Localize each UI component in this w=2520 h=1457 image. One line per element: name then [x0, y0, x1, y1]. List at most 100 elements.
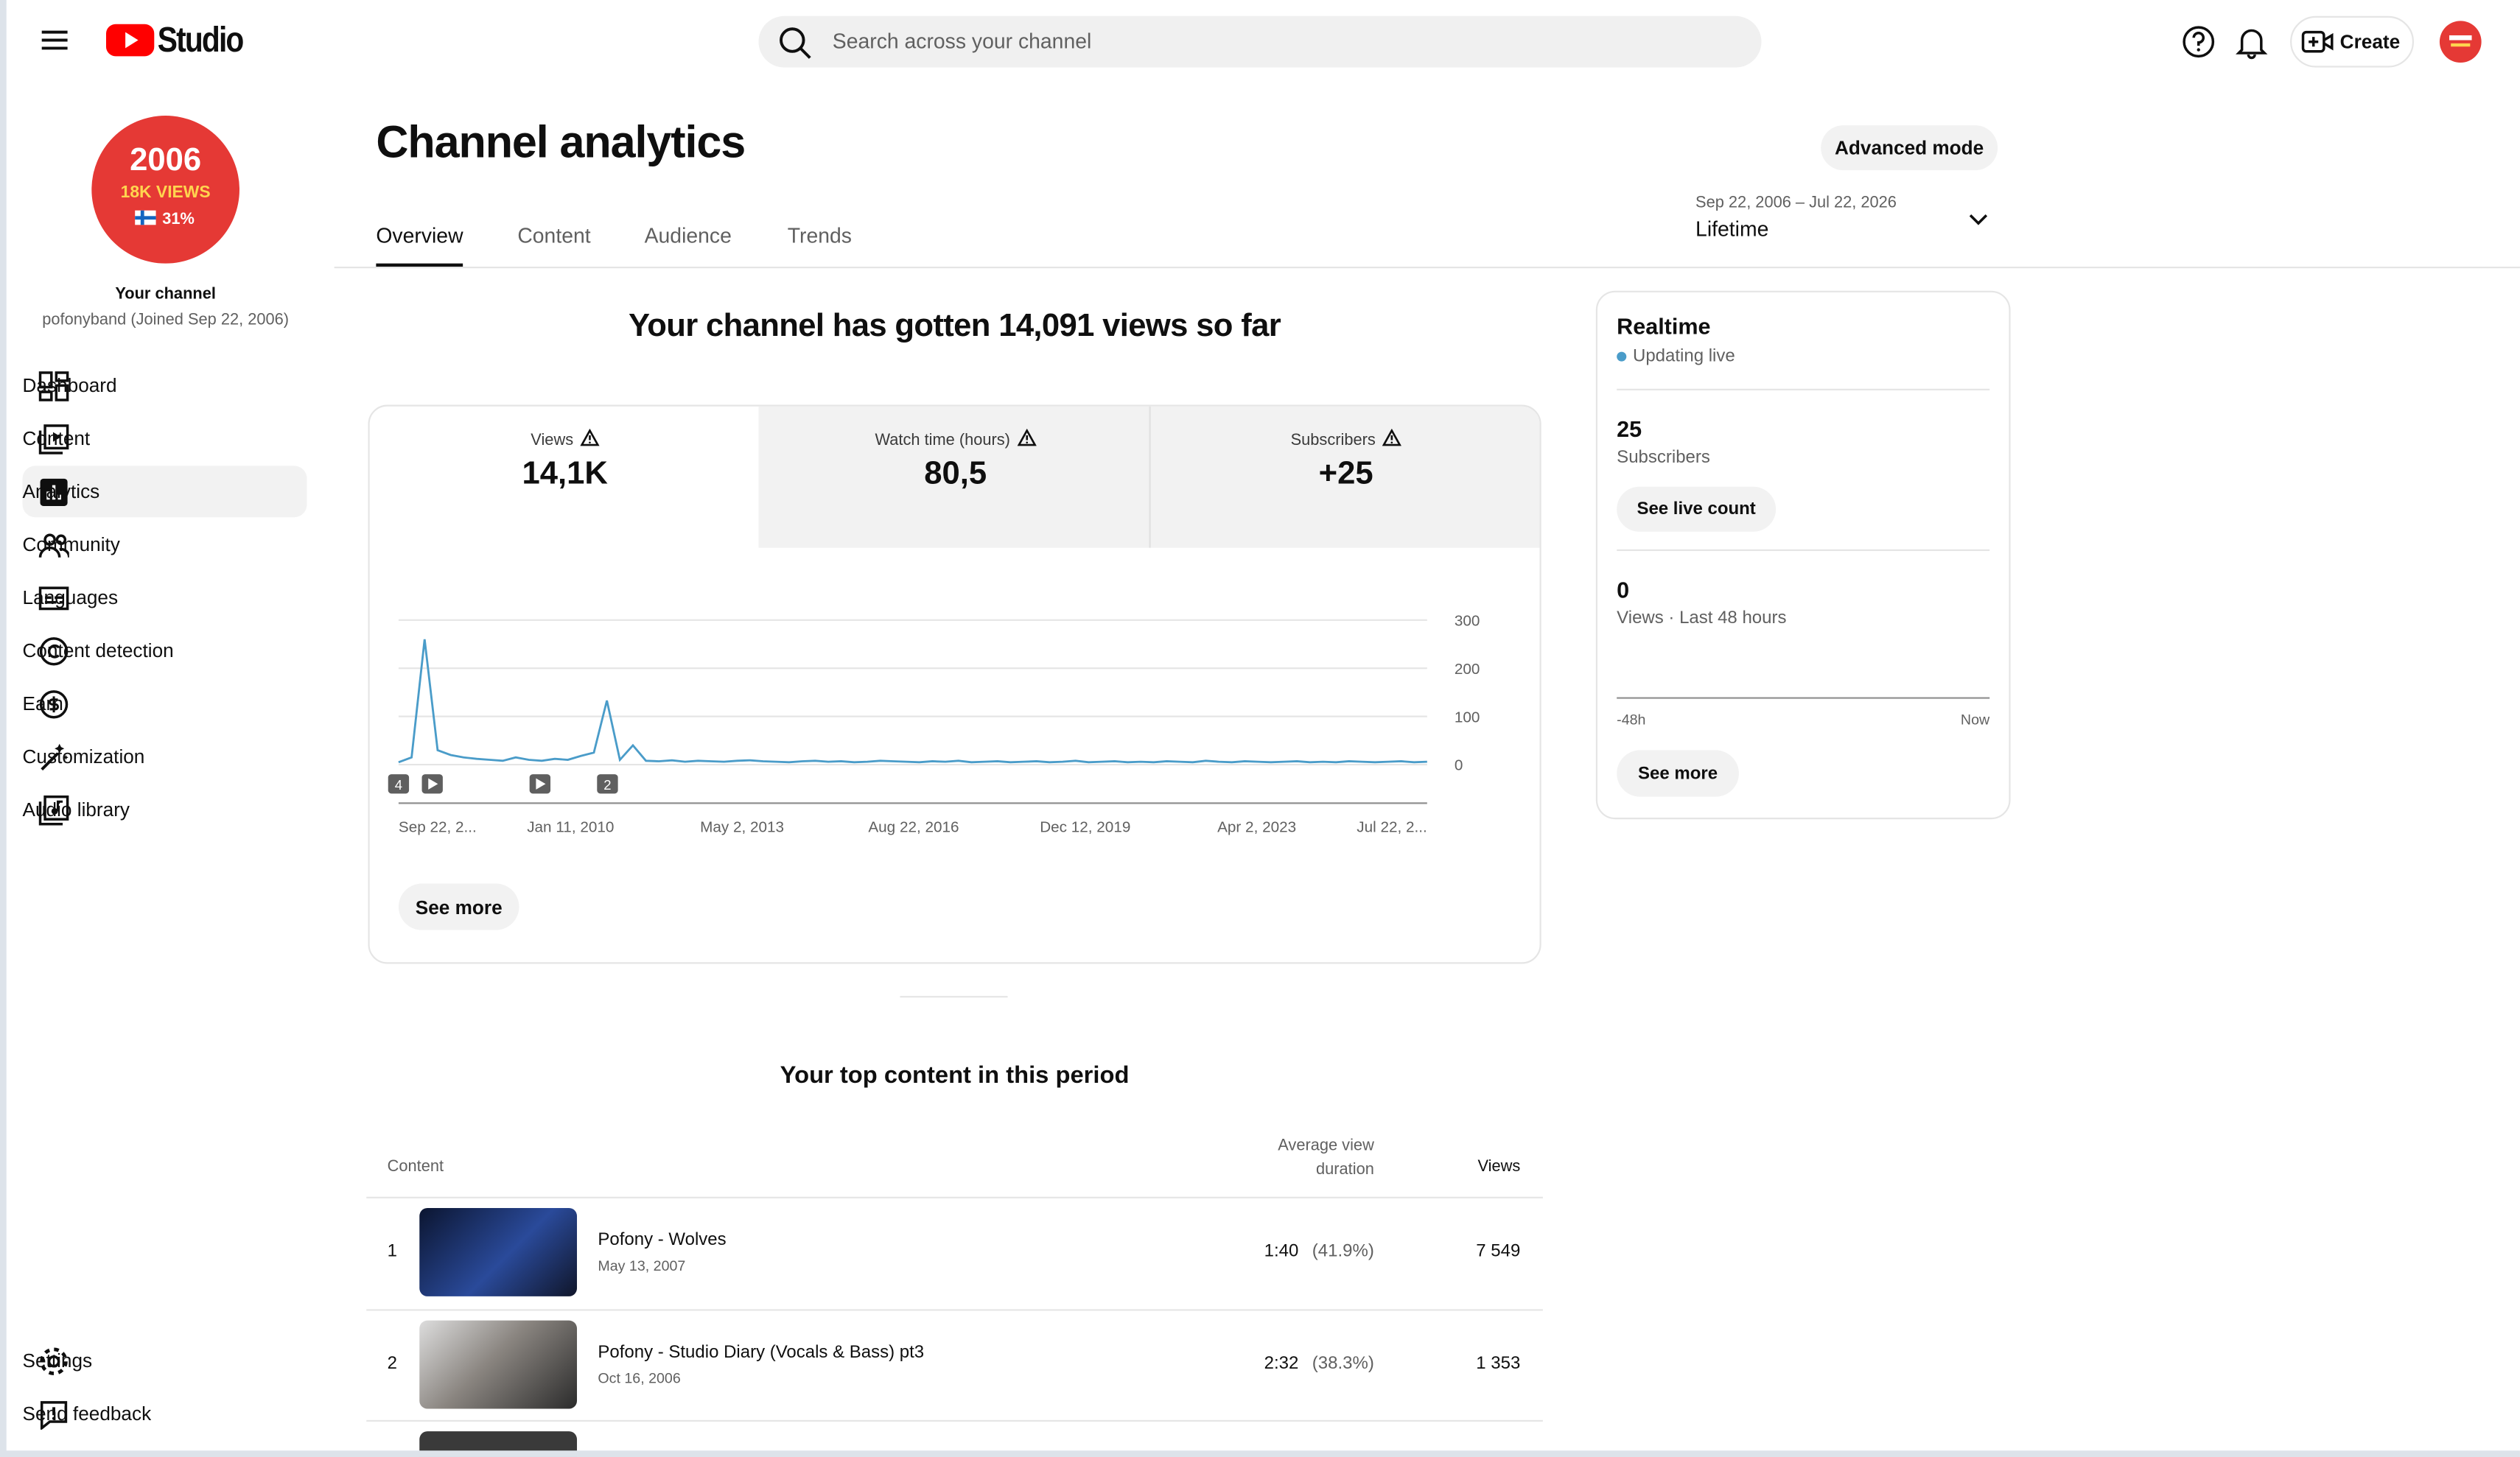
row-title[interactable]: Pofony - Wolves [598, 1230, 727, 1250]
nav-label[interactable]: Audio library [22, 798, 130, 821]
logo-icon[interactable] [105, 23, 155, 58]
menu-icon[interactable] [38, 27, 71, 53]
tab[interactable]: Trends [787, 223, 852, 247]
create-icon[interactable] [2301, 29, 2334, 55]
metric-divider [1149, 406, 1151, 548]
nav-icon[interactable] [38, 794, 69, 825]
avatar-views: 18K VIEWS [121, 182, 211, 201]
date-range[interactable]: Sep 22, 2006 – Jul 22, 2026 [1695, 194, 1897, 212]
nav-icon[interactable] [38, 424, 69, 454]
y-tick-label: 200 [1455, 661, 1480, 678]
nav-item[interactable]: Earn [23, 678, 307, 729]
nav-icon[interactable] [38, 477, 69, 507]
nav-label[interactable]: Languages [22, 586, 119, 609]
nav-label[interactable]: Content detection [22, 639, 174, 662]
period-chevron[interactable] [1967, 211, 1990, 230]
nav-icon[interactable] [38, 371, 69, 401]
nav-label[interactable]: Community [22, 533, 120, 556]
realtime-title: Realtime [1617, 313, 1711, 340]
nav-item[interactable]: Community [23, 519, 307, 570]
realtime-see-more[interactable]: See more [1617, 750, 1739, 797]
help-icon[interactable] [2181, 24, 2216, 60]
create-label[interactable]: Create [2339, 30, 2401, 53]
live-count-button[interactable]: See live count [1617, 486, 1777, 532]
col-avg: Average view duration [1278, 1137, 1374, 1179]
metric-tile[interactable]: Watch time (hours) 80,5 [760, 407, 1151, 548]
realtime-status: Updating live [1632, 347, 1735, 367]
row-thumbnail[interactable] [419, 1207, 578, 1296]
metric-tile[interactable]: Views 14,1K [370, 407, 760, 548]
nav-icon[interactable] [38, 741, 69, 771]
y-tick-label: 100 [1455, 709, 1480, 726]
nav-item[interactable]: Audio library [23, 784, 307, 835]
nav-label[interactable]: Earn [22, 692, 63, 715]
tab[interactable]: Overview [376, 223, 463, 247]
window-edge [0, 0, 7, 1457]
channel-avatar[interactable]: 2006 18K VIEWS 31% [90, 114, 241, 265]
views-count: 0 [1617, 576, 1630, 603]
row-divider [366, 1419, 1543, 1422]
create-button[interactable] [2290, 15, 2415, 68]
account-avatar[interactable] [2438, 19, 2483, 64]
channel-sub: pofonyband (Joined Sep 22, 2006) [42, 312, 289, 330]
row-date: May 13, 2007 [598, 1257, 686, 1274]
nav-label[interactable]: Customization [22, 745, 145, 768]
warning-icon [1016, 428, 1036, 446]
metric-tile[interactable]: Subscribers +25 [1151, 407, 1540, 548]
nav-label[interactable]: Settings [22, 1349, 93, 1372]
tab[interactable]: Content [517, 223, 591, 247]
metric-bg [758, 406, 1540, 548]
nav-item[interactable]: Analytics [22, 466, 307, 518]
marker-play [428, 778, 438, 790]
nav-icon[interactable] [38, 1398, 69, 1429]
y-tick-label: 0 [1455, 757, 1463, 774]
logo-text[interactable]: Studio [157, 19, 245, 60]
nav-icon[interactable] [38, 636, 69, 666]
views-label: Views · Last 48 hours [1617, 608, 1787, 628]
nav-item[interactable]: Dashboard [23, 359, 307, 411]
nav-label[interactable]: Analytics [22, 480, 100, 503]
axis-end: Now [1960, 712, 1990, 728]
nav-item[interactable]: Languages [23, 572, 307, 623]
nav-item[interactable]: Content [23, 412, 307, 464]
nav-icon[interactable] [38, 1345, 69, 1375]
warning-icon [579, 428, 600, 446]
nav-item[interactable]: Send feedback [23, 1388, 307, 1439]
tab-underline [376, 263, 463, 267]
row-avg: 1:40 [1264, 1241, 1299, 1261]
nav-label[interactable]: Dashboard [22, 374, 117, 397]
metric-label: Subscribers [1151, 428, 1540, 450]
nav-item[interactable]: Customization [23, 731, 307, 782]
row-thumbnail[interactable] [419, 1320, 578, 1409]
col-content: Content [387, 1158, 444, 1176]
advanced-mode-button[interactable]: Advanced mode [1821, 125, 1998, 171]
nav-icon[interactable] [38, 688, 69, 718]
search-placeholder[interactable]: Search across your channel [832, 29, 1092, 53]
x-tick-label: Dec 12, 2019 [1040, 819, 1130, 836]
nav-icon[interactable] [38, 583, 69, 613]
search-box[interactable] [758, 15, 1762, 68]
views-chart: 0 100 200 300 4 2 Sep 22, 2... Jan 11, 2010 May … [388, 612, 1480, 836]
realtime-axis [1617, 697, 1990, 699]
views-line [398, 639, 1427, 764]
x-tick-label: Aug 22, 2016 [868, 819, 959, 836]
search-icon[interactable] [778, 26, 813, 61]
nav-label[interactable]: Content [22, 427, 91, 450]
nav-item[interactable]: Settings [23, 1335, 307, 1386]
axis-start: -48h [1617, 712, 1646, 728]
tab[interactable]: Audience [644, 223, 732, 247]
nav-item[interactable]: Content detection [23, 625, 307, 676]
avatar-percent: 31% [162, 209, 195, 228]
nav-icon[interactable] [38, 530, 69, 560]
page-title: Channel analytics [376, 117, 746, 167]
see-more-button[interactable]: See more [398, 883, 519, 930]
row-divider [366, 1309, 1543, 1311]
row-title[interactable]: Pofony - Studio Diary (Vocals & Bass) pt… [598, 1343, 925, 1363]
notifications-icon[interactable] [2234, 24, 2269, 60]
metric-label-text: Subscribers [1290, 432, 1376, 450]
nav-label[interactable]: Send feedback [22, 1402, 152, 1425]
divider [1617, 388, 1990, 390]
x-tick-label: Jan 11, 2010 [527, 819, 614, 836]
period[interactable]: Lifetime [1695, 217, 1769, 242]
